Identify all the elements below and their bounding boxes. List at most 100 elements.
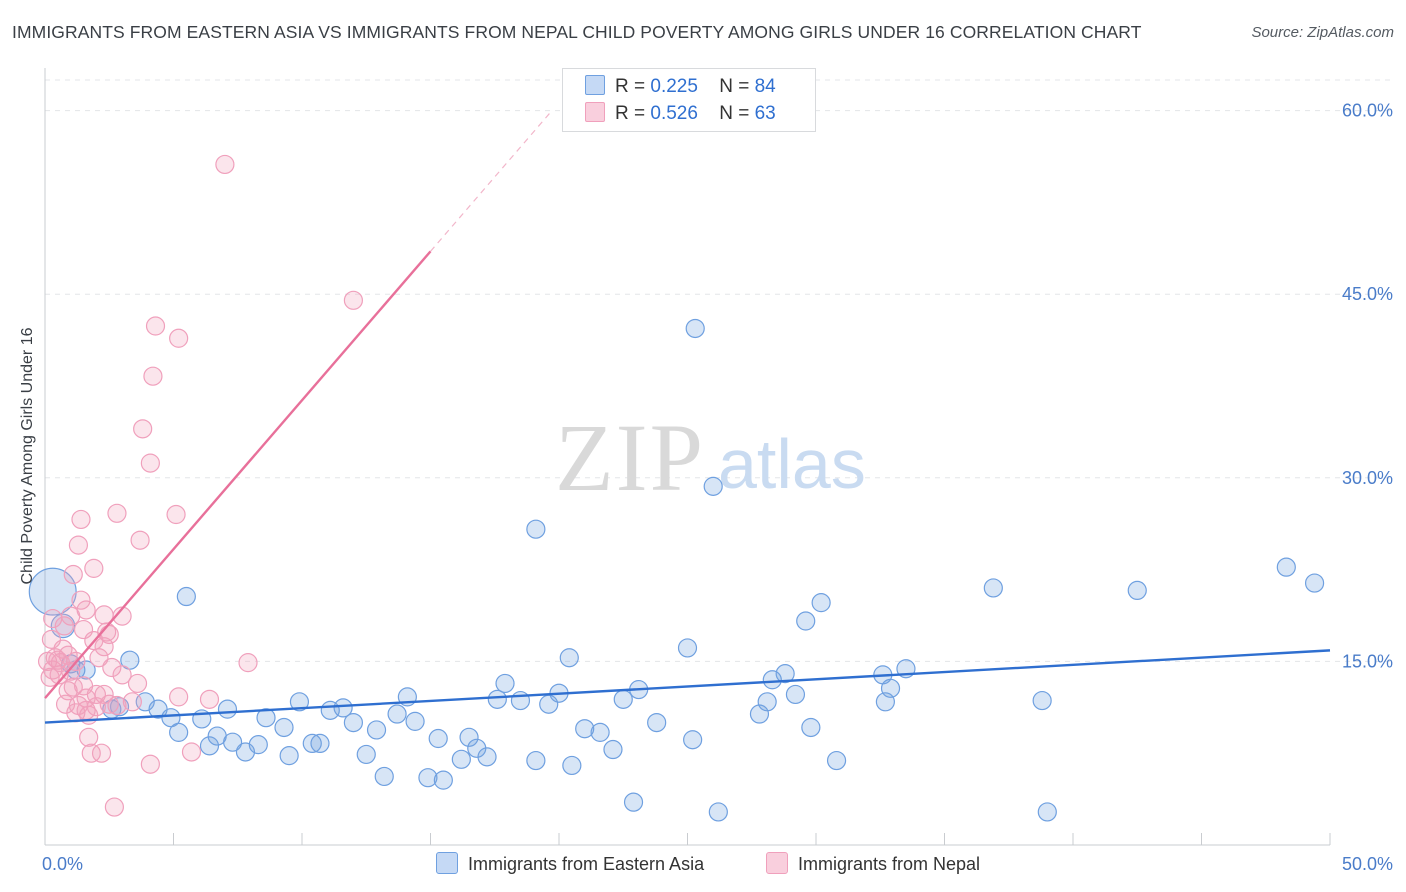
legend-label-eastern-asia: Immigrants from Eastern Asia	[468, 854, 705, 874]
correlation-legend: R = 0.225 N = 84 R = 0.526 N = 63	[562, 68, 816, 132]
legend-swatch-eastern-asia	[585, 75, 605, 95]
eastern-asia-point	[796, 611, 816, 631]
nepal-point	[54, 616, 74, 636]
nepal-point	[94, 684, 114, 705]
legend-n-value: 84	[754, 76, 776, 97]
nepal-point	[104, 797, 124, 817]
axes	[44, 68, 1331, 846]
eastern-asia-point	[433, 770, 453, 790]
eastern-asia-point	[1276, 557, 1296, 577]
eastern-asia-point	[623, 792, 644, 812]
nepal-point	[94, 637, 114, 657]
eastern-asia-point	[575, 719, 595, 739]
nepal-point	[58, 645, 78, 665]
x-tick-label: 0.0%	[42, 854, 83, 874]
eastern-asia-point	[495, 673, 515, 694]
nepal-trend-extension	[430, 110, 552, 252]
nepal-point	[63, 564, 83, 585]
legend-row-eastern-asia: R = 0.225 N = 84	[585, 75, 776, 99]
legend-swatch-nepal	[766, 852, 788, 874]
eastern-asia-point	[685, 318, 705, 339]
nepal-point	[107, 503, 127, 523]
nepal-point	[166, 504, 186, 525]
legend-item-eastern-asia[interactable]: Immigrants from Eastern Asia	[436, 852, 704, 875]
eastern-asia-point	[647, 712, 667, 733]
eastern-asia-point	[510, 690, 531, 711]
trend-lines	[44, 110, 1331, 724]
nepal-point	[63, 677, 83, 697]
nepal-point	[133, 419, 153, 439]
eastern-asia-point	[169, 722, 189, 742]
nepal-point	[99, 694, 119, 714]
nepal-point	[102, 657, 122, 678]
nepal-point	[343, 290, 363, 310]
nepal-point	[122, 692, 142, 712]
y-axis-label: Child Poverty Among Girls Under 16	[19, 327, 36, 584]
nepal-point	[99, 624, 119, 645]
eastern-asia-point	[1032, 690, 1052, 711]
nepal-point	[140, 754, 160, 774]
eastern-asia-point	[289, 692, 310, 712]
eastern-asia-point	[613, 689, 633, 709]
eastern-asia-point	[374, 766, 394, 787]
series-legend: Immigrants from Eastern Asia Immigrants …	[0, 852, 1406, 876]
nepal-point	[71, 509, 91, 530]
legend-row-nepal: R = 0.526 N = 63	[585, 102, 776, 126]
series-eastern-asia-points	[28, 318, 1325, 822]
nepal-point	[169, 687, 189, 707]
eastern-asia-point	[428, 728, 448, 749]
eastern-asia-point	[274, 717, 294, 738]
eastern-asia-point	[1127, 580, 1147, 601]
watermark-atlas: atlas	[718, 425, 866, 503]
eastern-asia-point	[451, 749, 471, 769]
grid-lines	[45, 79, 1394, 662]
legend-n-value: 63	[754, 103, 776, 124]
eastern-asia-point	[1037, 802, 1057, 822]
nepal-point	[112, 665, 132, 685]
nepal-point	[71, 590, 91, 610]
eastern-asia-point	[356, 744, 376, 765]
eastern-asia-point	[811, 593, 831, 613]
y-tick-label: 30.0%	[1342, 468, 1393, 488]
eastern-asia-point	[302, 733, 322, 754]
eastern-asia-point	[526, 519, 546, 539]
eastern-asia-point	[757, 692, 777, 712]
nepal-point	[76, 600, 96, 620]
eastern-asia-point	[487, 689, 507, 709]
nepal-point	[86, 684, 107, 705]
nepal-point	[53, 639, 73, 659]
y-tick-labels: 15.0% 30.0% 45.0% 60.0%	[1342, 101, 1393, 672]
nepal-point	[89, 648, 109, 668]
nepal-point	[130, 530, 150, 550]
eastern-asia-point	[343, 712, 363, 733]
eastern-asia-point	[28, 567, 77, 616]
legend-swatch-eastern-asia	[436, 852, 458, 874]
nepal-point	[49, 665, 69, 685]
eastern-asia-point	[708, 802, 728, 822]
eastern-asia-point	[366, 720, 387, 740]
eastern-asia-point	[562, 755, 582, 776]
eastern-asia-point	[1304, 573, 1325, 593]
y-tick-label: 60.0%	[1342, 101, 1393, 121]
eastern-asia-point	[880, 678, 901, 698]
nepal-trend-line	[44, 250, 432, 699]
eastern-asia-point	[459, 727, 479, 747]
legend-item-nepal[interactable]: Immigrants from Nepal	[766, 852, 980, 875]
legend-swatch-nepal	[585, 102, 605, 122]
eastern-asia-point	[749, 704, 770, 724]
eastern-asia-point	[559, 648, 579, 668]
nepal-point	[215, 154, 235, 175]
eastern-asia-point	[217, 699, 238, 719]
nepal-point	[91, 743, 112, 763]
nepal-point	[140, 453, 160, 473]
eastern-asia-point	[418, 768, 438, 788]
nepal-point	[127, 673, 148, 694]
eastern-asia-point	[526, 750, 546, 771]
chart-source: Source: ZipAtlas.com	[1251, 24, 1394, 41]
eastern-asia-point	[176, 586, 196, 607]
watermark: ZIP atlas	[555, 404, 866, 511]
chart-title: IMMIGRANTS FROM EASTERN ASIA VS IMMIGRAN…	[12, 22, 1142, 42]
eastern-asia-point	[248, 735, 268, 755]
eastern-asia-point	[387, 704, 407, 724]
